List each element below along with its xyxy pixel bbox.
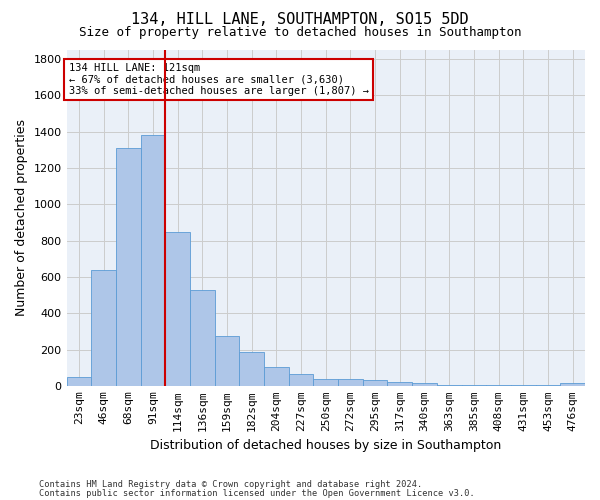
Bar <box>91 270 116 386</box>
Text: 134 HILL LANE: 121sqm
← 67% of detached houses are smaller (3,630)
33% of semi-d: 134 HILL LANE: 121sqm ← 67% of detached … <box>68 62 368 96</box>
Bar <box>437 385 461 386</box>
Text: Contains public sector information licensed under the Open Government Licence v3: Contains public sector information licen… <box>39 489 475 498</box>
Y-axis label: Number of detached properties: Number of detached properties <box>15 120 28 316</box>
Bar <box>215 336 239 386</box>
Text: Contains HM Land Registry data © Crown copyright and database right 2024.: Contains HM Land Registry data © Crown c… <box>39 480 422 489</box>
Bar <box>239 352 264 386</box>
Bar <box>363 380 388 386</box>
Bar <box>412 383 437 386</box>
Bar <box>165 232 190 386</box>
X-axis label: Distribution of detached houses by size in Southampton: Distribution of detached houses by size … <box>150 440 502 452</box>
Bar <box>140 136 165 386</box>
Bar <box>388 382 412 386</box>
Bar <box>190 290 215 386</box>
Text: 134, HILL LANE, SOUTHAMPTON, SO15 5DD: 134, HILL LANE, SOUTHAMPTON, SO15 5DD <box>131 12 469 28</box>
Bar <box>313 378 338 386</box>
Bar <box>338 379 363 386</box>
Bar <box>116 148 140 386</box>
Bar <box>560 383 585 386</box>
Bar <box>264 366 289 386</box>
Bar <box>67 376 91 386</box>
Bar <box>461 385 486 386</box>
Text: Size of property relative to detached houses in Southampton: Size of property relative to detached ho… <box>79 26 521 39</box>
Bar <box>289 374 313 386</box>
